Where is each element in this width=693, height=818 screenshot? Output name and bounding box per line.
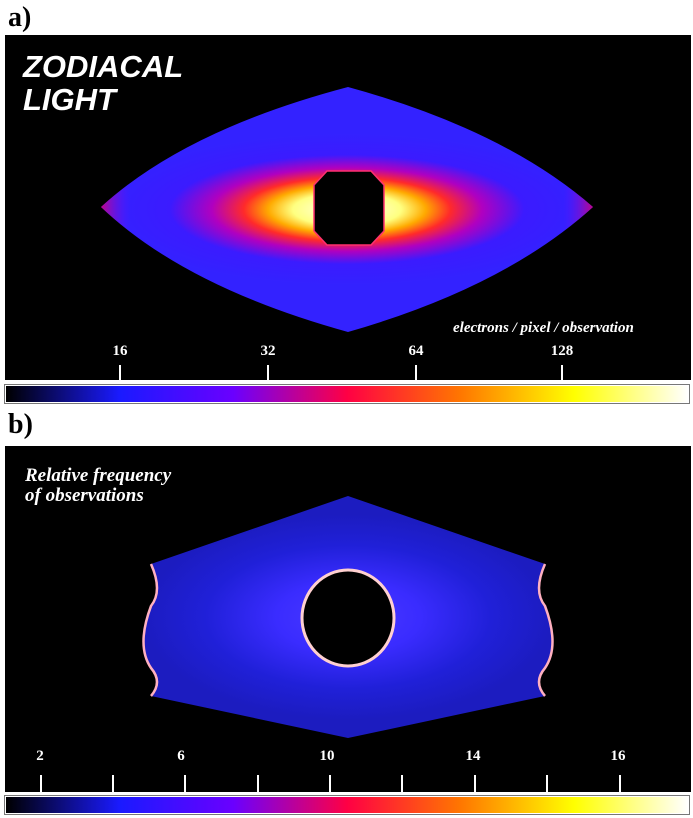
panel-a-tick-label-64: 64 (408, 343, 424, 359)
panel-b-tick-7 (474, 775, 476, 792)
observation-frequency-sky-plot (142, 496, 554, 738)
solar-avoidance-zone-b (300, 568, 396, 668)
panel-a-tick-label-16: 16 (112, 343, 128, 359)
panel-b-tick-label-2: 2 (36, 748, 44, 764)
zodiacal-light-map: ZODIACAL LIGHT electrons / pixel / obser… (5, 35, 691, 380)
right-edge-highlight-b (537, 563, 554, 697)
panel-b-title-line-2: of observations (25, 484, 144, 506)
panel-b-tick-label-10: 10 (319, 748, 335, 764)
panel-a-tick-label-32: 32 (260, 343, 276, 359)
solar-avoidance-zone-a (313, 170, 385, 246)
panel-b-colorbar-gradient (6, 797, 688, 813)
panel-b-tick-2 (112, 775, 114, 792)
panel-a-title: ZODIACAL LIGHT (23, 49, 184, 117)
panel-b-tick-1 (40, 775, 42, 792)
panel-a-units: electrons / pixel / observation (453, 320, 634, 336)
panel-a-label: a) (8, 2, 32, 33)
panel-a-tick-32 (267, 365, 269, 380)
panel-b-colorbar (4, 795, 690, 815)
panel-a-tick-label-128: 128 (550, 343, 574, 359)
panel-b-tick-6 (401, 775, 403, 792)
panel-b-tick-3 (184, 775, 186, 792)
panel-a-title-line-1: ZODIACAL (23, 49, 184, 84)
panel-b-tick-5 (329, 775, 331, 792)
panel-b-tick-9 (619, 775, 621, 792)
panel-b-tick-8 (546, 775, 548, 792)
panel-a-colorbar (4, 384, 690, 404)
panel-a-colorbar-gradient (6, 386, 688, 402)
panel-a-tick-64 (415, 365, 417, 380)
left-edge-highlight-b (142, 563, 159, 697)
panel-b-title-line-1: Relative frequency (25, 465, 172, 486)
panel-b-title: Relative frequency of observations (25, 466, 171, 506)
panel-a-title-line-2: LIGHT (23, 81, 116, 117)
panel-b-tick-label-6: 6 (177, 748, 185, 764)
panel-a-tick-128 (561, 365, 563, 380)
observation-frequency-map: Relative frequency of observations 2 6 1… (5, 446, 691, 792)
panel-b-tick-label-16: 16 (610, 748, 626, 764)
panel-b-label: b) (8, 409, 33, 440)
panel-a-tick-16 (119, 365, 121, 380)
panel-b-tick-label-14: 14 (465, 748, 481, 764)
zodiacal-light-sky-plot (101, 87, 593, 332)
panel-b-tick-4 (257, 775, 259, 792)
